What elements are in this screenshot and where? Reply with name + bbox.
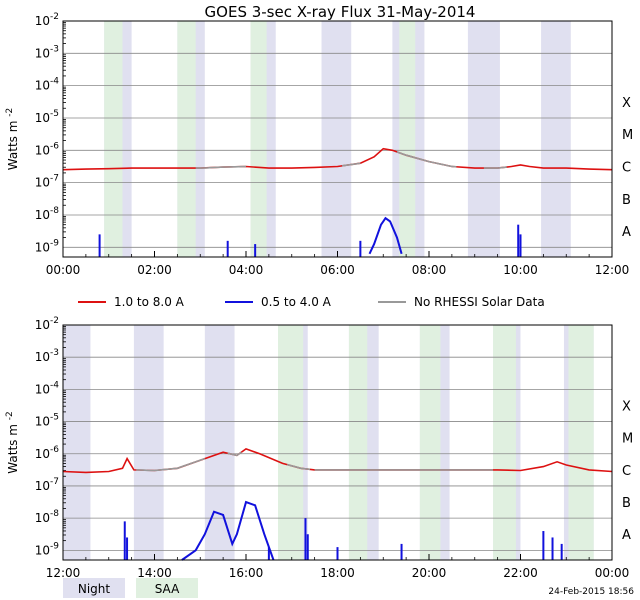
saa-band — [399, 21, 416, 257]
legend-label: 1.0 to 8.0 A — [114, 295, 185, 309]
flare-class-label: B — [622, 496, 631, 511]
chart-title: GOES 3-sec X-ray Flux 31-May-2014 — [205, 3, 476, 21]
series-no-rhessi — [286, 463, 311, 471]
series-no-rhessi — [342, 162, 361, 167]
x-tick-label: 00:00 — [46, 263, 81, 277]
night-band — [541, 21, 571, 257]
shading-label: SAA — [155, 582, 180, 596]
flare-class-label: X — [622, 96, 631, 111]
y-tick-label: 10-2 — [35, 12, 59, 28]
saa-band — [348, 325, 368, 560]
flare-class-label: C — [622, 160, 631, 175]
saa-band — [493, 325, 516, 560]
y-tick-label: 10-9 — [35, 238, 60, 254]
flare-class-label: X — [622, 399, 631, 414]
x-tick-label: 22:00 — [503, 566, 538, 580]
x-tick-label: 06:00 — [320, 263, 355, 277]
series-no-rhessi — [195, 165, 247, 169]
legend: 1.0 to 8.0 A 0.5 to 4.0 A No RHESSI Solar … — [78, 295, 545, 309]
flare-class-label: C — [622, 464, 631, 479]
shading-swatch — [136, 578, 198, 598]
x-tick-label: 20:00 — [412, 566, 447, 580]
flare-class-label: A — [622, 225, 631, 240]
series-long-channel — [62, 147, 613, 171]
x-tick-label: 12:00 — [46, 566, 81, 580]
series-short-channel — [368, 216, 403, 255]
y-tick-label: 10-2 — [35, 316, 59, 332]
night-band — [133, 325, 164, 560]
y-tick-label: 10-3 — [35, 348, 59, 364]
saa-band — [278, 325, 304, 560]
x-tick-label: 08:00 — [412, 263, 447, 277]
y-tick-label: 10-8 — [35, 206, 60, 222]
flare-class-label: M — [622, 432, 633, 447]
flare-class-label: A — [622, 528, 631, 543]
y-tick-label: 10-8 — [35, 509, 60, 525]
y-tick-label: 10-7 — [35, 174, 59, 190]
saa-band — [568, 325, 594, 560]
x-tick-label: 02:00 — [137, 263, 172, 277]
x-tick-label: 14:00 — [137, 566, 172, 580]
y-axis-label: Watts m -2 — [5, 411, 20, 473]
plot-frame — [62, 20, 613, 258]
x-tick-label: 16:00 — [229, 566, 264, 580]
night-band — [321, 21, 352, 257]
y-axis-label: Watts m -2 — [5, 108, 20, 170]
y-tick-label: 10-6 — [35, 445, 60, 461]
series-no-rhessi — [227, 451, 242, 457]
flare-class-label: M — [622, 128, 633, 143]
shading-label: Night — [78, 582, 111, 596]
y-tick-label: 10-9 — [35, 541, 60, 557]
y-tick-label: 10-5 — [35, 413, 59, 429]
x-tick-label: 18:00 — [320, 566, 355, 580]
series-no-rhessi — [483, 166, 507, 169]
series-no-rhessi — [136, 457, 206, 472]
x-tick-label: 12:00 — [595, 263, 630, 277]
series-short-channel — [181, 500, 275, 561]
y-tick-label: 10-3 — [35, 44, 59, 60]
plot-frame — [62, 324, 613, 561]
flare-class-label: B — [622, 193, 631, 208]
y-tick-label: 10-7 — [35, 477, 59, 493]
saa-band — [419, 325, 441, 560]
saa-band — [104, 21, 123, 257]
legend-label: No RHESSI Solar Data — [414, 295, 545, 309]
x-tick-label: 10:00 — [503, 263, 538, 277]
saa-band — [177, 21, 196, 257]
y-tick-label: 10-4 — [35, 77, 60, 93]
series-no-rhessi — [396, 151, 457, 168]
panel-top: 10-9 10-8 10-7 10-6 10-5 10-4 10-3 10-2 Watts m … — [5, 12, 633, 277]
x-tick-label: 04:00 — [229, 263, 264, 277]
shading-swatch — [63, 578, 125, 598]
legend-label: 0.5 to 4.0 A — [261, 295, 332, 309]
footer-timestamp: 24-Feb-2015 18:56 — [548, 587, 634, 597]
saa-band — [250, 21, 267, 257]
y-tick-label: 10-6 — [35, 141, 60, 157]
panel-bottom: 10-9 10-8 10-7 10-6 10-5 10-4 10-3 10-2 Watts m … — [5, 316, 633, 580]
y-tick-label: 10-4 — [35, 380, 60, 396]
night-band — [63, 325, 91, 560]
x-tick-label: 00:00 — [595, 566, 630, 580]
y-tick-label: 10-5 — [35, 109, 59, 125]
shading-legend: Night SAA — [63, 578, 198, 598]
night-band — [467, 21, 500, 257]
